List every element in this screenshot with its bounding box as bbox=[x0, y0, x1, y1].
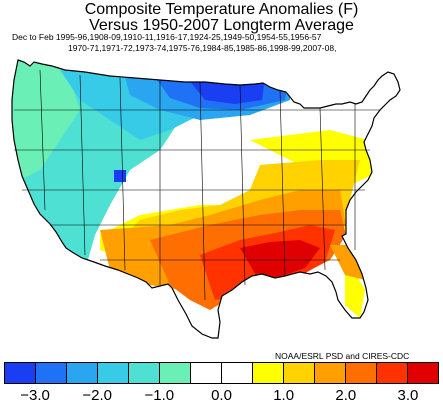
colorbar-swatch bbox=[67, 363, 98, 383]
colorbar-tick-label: −1.0 bbox=[144, 387, 175, 404]
colorbar-swatch bbox=[222, 363, 253, 383]
region-deep-south bbox=[240, 240, 320, 282]
colorbar-tick-label: −3.0 bbox=[20, 387, 50, 404]
colorbar-tick-label: 1.0 bbox=[273, 387, 295, 404]
colorbar-swatch bbox=[315, 363, 346, 383]
colorbar-swatch bbox=[191, 363, 222, 383]
colorbar-tick-label: 3.0 bbox=[397, 387, 419, 404]
colorbar-tick-label: 0.0 bbox=[211, 387, 232, 404]
map-title-line1: Composite Temperature Anomalies (F) bbox=[84, 1, 359, 18]
division-lines bbox=[14, 69, 380, 301]
colorbar bbox=[4, 362, 439, 384]
colorbar-swatch bbox=[36, 363, 67, 383]
colorbar-swatch bbox=[253, 363, 284, 383]
region-pacific-coast bbox=[12, 60, 80, 190]
colorbar-ticks: −3.0 −2.0 −1.0 0.0 1.0 2.0 3.0 bbox=[0, 388, 443, 406]
colorbar-swatch bbox=[284, 363, 315, 383]
credit-label: NOAA/ESRL PSD and CIRES-CDC bbox=[275, 351, 410, 361]
colorbar-swatch bbox=[160, 363, 191, 383]
colorbar-tick-label: −2.0 bbox=[82, 387, 113, 404]
colorbar-swatch bbox=[346, 363, 377, 383]
colorbar-swatch bbox=[377, 363, 408, 383]
colorbar-tick-label: 2.0 bbox=[335, 387, 357, 404]
colorbar-swatch bbox=[5, 363, 36, 383]
map-title-line2: Versus 1950-2007 Longterm Average bbox=[89, 17, 354, 34]
subtitle-years-line1: Dec to Feb 1995-96,1908-09,1910-11,1916-… bbox=[12, 32, 322, 42]
colorbar-swatch bbox=[408, 363, 438, 383]
region-colorado-cell bbox=[114, 170, 126, 182]
colorbar-swatch bbox=[129, 363, 160, 383]
colorbar-swatch bbox=[98, 363, 129, 383]
subtitle-years-line2: 1970-71,1971-72,1973-74,1975-76,1984-85,… bbox=[68, 43, 337, 53]
anomaly-color-fill bbox=[12, 60, 400, 338]
